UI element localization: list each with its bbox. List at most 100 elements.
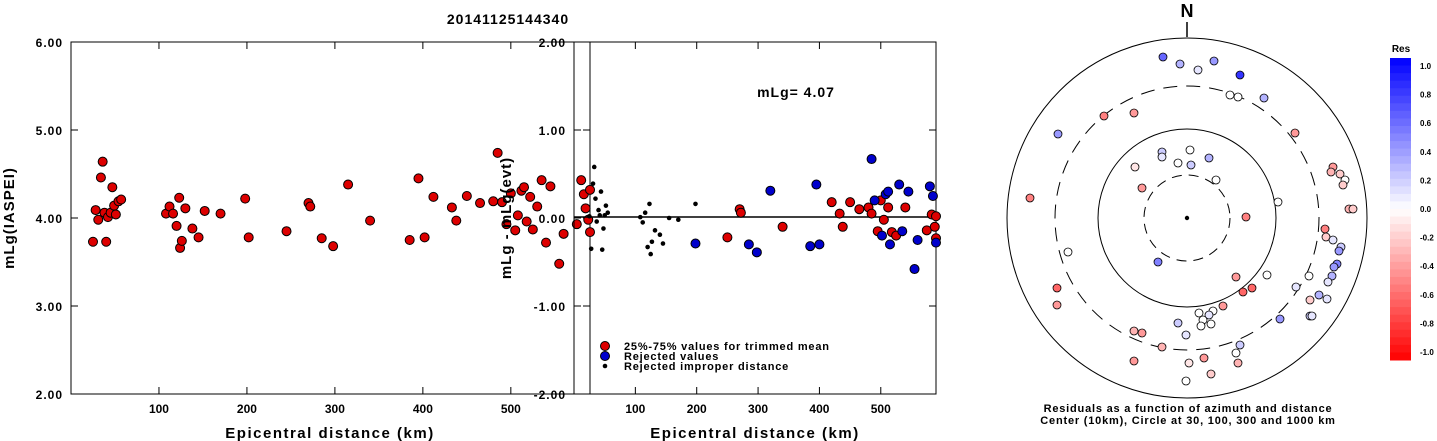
left-data-point [451, 215, 462, 226]
circle-300km [1054, 85, 1320, 351]
left-data-point [87, 236, 98, 247]
middle-x-tick-label: 300 [748, 402, 768, 416]
colorbar-cell [1390, 352, 1411, 361]
improper-distance-point [642, 210, 648, 216]
improper-distance-point [602, 213, 607, 218]
legend-label-accepted: 25%-75% values for trimmed mean [624, 341, 830, 353]
station-residual-point [1184, 358, 1194, 368]
rejected-point [751, 247, 762, 258]
middle-x-tick-label: 500 [871, 402, 891, 416]
improper-distance-point [596, 207, 601, 213]
improper-distance-point [660, 241, 666, 246]
middle-scatter-panel: 100 200 300 400 500 -2.00 -1.00 0.00 1.00 2.00 mL… [498, 36, 941, 441]
improper-distance-point [591, 164, 597, 170]
rejected-point [903, 186, 914, 197]
station-residual-point [1211, 175, 1221, 185]
station-residual-point [1328, 235, 1338, 245]
station-residual-point [1314, 290, 1324, 300]
colorbar-cell [1390, 186, 1411, 195]
colorbar-cell [1390, 58, 1411, 67]
station-residual-point [1053, 129, 1063, 139]
station-residual-point [1305, 295, 1315, 305]
legend-label-improper: Rejected improper distance [624, 361, 789, 373]
left-data-point [413, 173, 424, 184]
colorbar-cell [1390, 163, 1411, 172]
accepted-point [845, 197, 856, 208]
left-data-point [174, 192, 185, 203]
colorbar-cell [1390, 216, 1411, 225]
improper-distance-point [593, 196, 598, 201]
accepted-point [883, 202, 894, 213]
station-residual-point [1196, 321, 1206, 331]
mlg-annotation: mLg= 4.07 [757, 84, 835, 100]
rejected-point [884, 239, 895, 250]
improper-distance-point [666, 215, 672, 221]
left-x-tick-label: 400 [413, 402, 433, 416]
left-data-point [168, 208, 179, 219]
colorbar-cell [1390, 284, 1411, 293]
left-data-point [171, 220, 182, 231]
polar-caption-line1: Residuals as a function of azimuth and d… [1044, 403, 1333, 415]
improper-distance-point [649, 239, 655, 245]
colorbar-cell [1390, 88, 1411, 97]
left-data-point [419, 232, 430, 243]
station-residual-point [1063, 247, 1073, 257]
colorbar-cell [1390, 307, 1411, 316]
left-y-axis-label: mLg(IASPEI) [1, 167, 18, 269]
left-data-point [187, 223, 198, 234]
colorbar-cell [1390, 148, 1411, 157]
colorbar-cell [1390, 322, 1411, 331]
colorbar-tick-label: 0.2 [1420, 176, 1432, 185]
station-residual-point [1273, 197, 1283, 207]
center-point [1184, 215, 1190, 221]
station-residual-point [1304, 271, 1314, 281]
figure-title: 20141125144340 [447, 11, 569, 27]
station-residual-point [1238, 287, 1248, 297]
improper-distance-point [603, 203, 609, 208]
rejected-point [909, 264, 920, 275]
left-x-axis-label: Epicentral distance (km) [225, 425, 434, 441]
improper-distance-point [587, 213, 592, 219]
left-data-point [554, 258, 565, 269]
colorbar-cell [1390, 156, 1411, 165]
colorbar-tick-label: 1.0 [1420, 62, 1432, 71]
polar-residual-panel: N Residuals as a function of azimuth and… [1006, 1, 1368, 427]
colorbar-cell [1390, 103, 1411, 112]
left-data-point [305, 201, 316, 212]
colorbar-cell [1390, 118, 1411, 127]
station-residual-point [1235, 70, 1245, 80]
left-data-point [243, 232, 254, 243]
colorbar-cell [1390, 246, 1411, 255]
left-data-point [519, 182, 530, 193]
station-residual-point [1099, 111, 1109, 121]
colorbar-cell [1390, 80, 1411, 89]
rejected-point [883, 186, 894, 197]
colorbar-cell [1390, 141, 1411, 150]
left-data-point [536, 175, 547, 186]
left-data-point [343, 179, 354, 190]
left-data-point [193, 232, 204, 243]
left-data-point [585, 227, 595, 238]
left-data-point [328, 241, 339, 252]
station-residual-point [1052, 300, 1062, 310]
middle-y-tick-label: 1.00 [539, 124, 566, 138]
colorbar-cell [1390, 171, 1411, 180]
left-data-point [501, 219, 512, 230]
left-data-point [199, 205, 210, 216]
legend-label-rejected: Rejected values [624, 351, 719, 363]
circle-1000km [1006, 37, 1368, 399]
rejected-point [743, 239, 754, 250]
accepted-point [826, 197, 837, 208]
improper-distance-point [594, 219, 600, 224]
improper-distance-point [599, 247, 605, 252]
left-x-tick-label: 200 [237, 402, 257, 416]
station-residual-point [1338, 180, 1348, 190]
colorbar-tick-label: -1.0 [1420, 348, 1434, 357]
left-data-point [316, 233, 327, 244]
improper-distance-point [601, 226, 606, 231]
legend-marker-rejected [600, 351, 610, 361]
station-residual-point [1235, 340, 1245, 350]
accepted-point [854, 204, 865, 215]
left-x-tick-label: 300 [325, 402, 345, 416]
station-residual-point [1129, 356, 1139, 366]
